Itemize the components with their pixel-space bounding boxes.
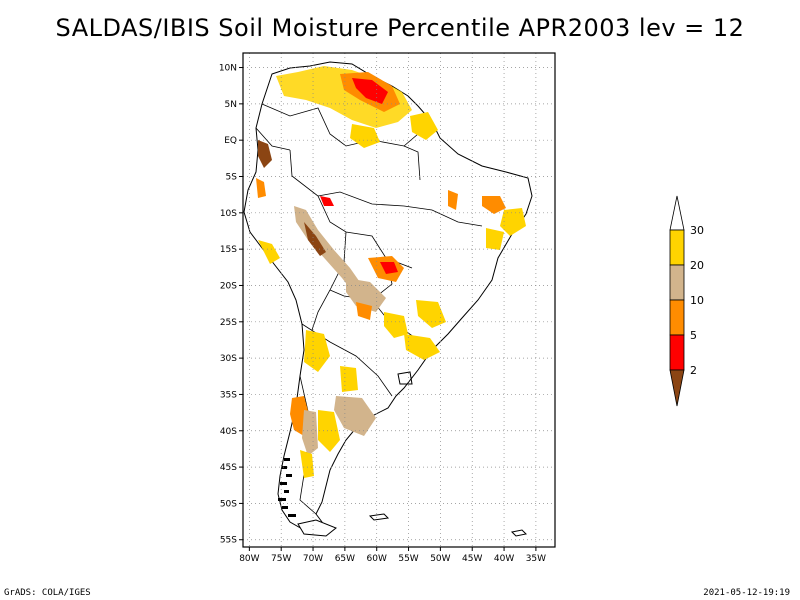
lon-tick-label: 80W [239,554,259,564]
longitude-axis: 80W 75W 70W 65W 60W 55W 50W 45W 40W 35W [239,547,546,564]
colorbar-label: 5 [690,329,697,342]
latitude-axis: 10N 5N EQ 5S 10S 15S 20S 25S 30S 35S 40S 45S 50S 55S [219,64,243,546]
lat-tick-label: 25S [220,318,237,328]
colorbar-swatch [669,299,685,336]
color-legend: 30 20 10 5 2 [669,195,704,407]
lat-tick-label: 40S [220,427,237,437]
colorbar-label: 10 [690,294,704,307]
moisture-shading [256,66,526,478]
lon-tick-label: 60W [367,554,387,564]
lat-tick-label: EQ [224,136,237,146]
lon-tick-label: 65W [335,554,355,564]
lat-tick-label: 55S [220,536,237,546]
lon-tick-label: 50W [430,554,450,564]
lon-tick-label: 40W [494,554,514,564]
footer-timestamp: 2021-05-12-19:19 [703,588,790,598]
lon-tick-label: 45W [462,554,482,564]
colorbar-swatch [669,264,685,301]
lat-tick-label: 10N [219,64,237,74]
colorbar-swatch [669,229,685,266]
colorbar-label: 30 [690,224,704,237]
tierra-del-fuego [297,519,337,537]
lat-tick-label: 5S [226,173,238,183]
islands [368,371,528,537]
colorbar-top-arrow [669,195,685,231]
colorbar-label: 2 [690,364,697,377]
colorbar-bottom-arrow [669,369,685,407]
colorbar-swatch [669,334,685,371]
lat-lon-grid [243,53,555,547]
lat-tick-label: 35S [220,390,237,400]
footer-credit: GrADS: COLA/IGES [4,588,91,598]
lat-tick-label: 5N [225,100,237,110]
fjord-coast [278,458,296,517]
lon-tick-label: 70W [303,554,323,564]
colorbar-label: 20 [690,259,704,272]
lat-tick-label: 20S [220,281,237,291]
lat-tick-label: 10S [220,209,237,219]
lon-tick-label: 35W [526,554,546,564]
lat-tick-label: 45S [220,463,237,473]
map-title: SALDAS/IBIS Soil Moisture Percentile APR… [55,14,745,42]
lat-tick-label: 50S [220,499,237,509]
lat-tick-label: 30S [220,354,237,364]
lon-tick-label: 55W [398,554,418,564]
map-frame [242,52,556,548]
lat-tick-label: 15S [220,245,237,255]
lon-tick-label: 75W [271,554,291,564]
